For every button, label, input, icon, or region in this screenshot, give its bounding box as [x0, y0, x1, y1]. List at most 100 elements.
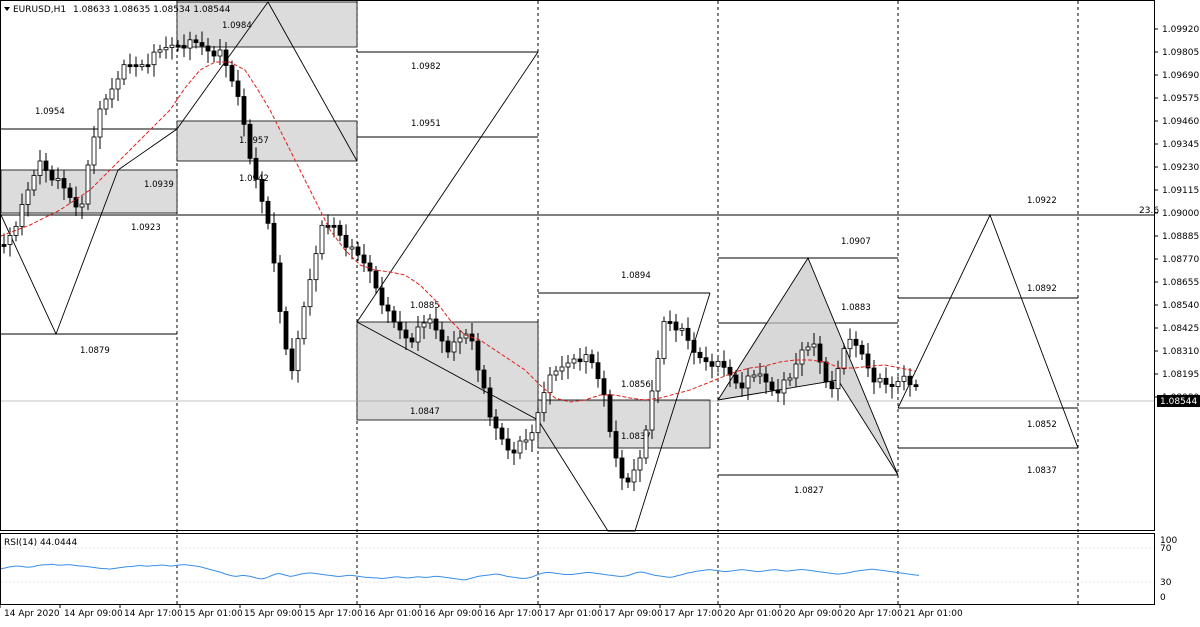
level-label: 1.0856	[621, 380, 651, 390]
chart-header: EURUSD,H1 1.08633 1.08635 1.08534 1.0854…	[4, 5, 231, 15]
level-label: 1.0883	[841, 303, 871, 313]
candle-body	[613, 431, 619, 459]
symbol-timeframe: EURUSD,H1	[13, 5, 66, 15]
level-label: 1.0837	[621, 432, 651, 442]
candle-body	[139, 64, 145, 68]
time-tick-label: 17 Apr 01:00	[544, 609, 603, 619]
candle-body	[115, 78, 121, 90]
level-label: 1.0907	[841, 237, 871, 247]
candle-body	[109, 88, 115, 100]
candle-body	[247, 123, 253, 159]
candle-body	[259, 178, 265, 202]
price-tick-label: 1.08655	[1162, 278, 1199, 288]
candle-body	[457, 337, 463, 343]
candle-body	[67, 187, 73, 198]
time-tick-label: 21 Apr 01:00	[904, 609, 963, 619]
level-label: 1.0837	[1027, 466, 1057, 476]
candle-body	[217, 49, 223, 57]
candle-body	[103, 98, 109, 110]
candle-body	[883, 377, 889, 385]
price-tick-label: 1.08885	[1162, 232, 1199, 242]
price-tick-label: 1.09000	[1162, 209, 1199, 219]
level-label: 1.0939	[144, 180, 174, 190]
candle-body	[517, 440, 523, 454]
candle-body	[145, 64, 151, 68]
level-label: 1.0954	[35, 107, 65, 117]
level-label: 1.0827	[794, 486, 824, 496]
price-tick-label: 1.08425	[1162, 324, 1199, 334]
current-price-tag: 1.08544	[1160, 397, 1197, 407]
candle-body	[865, 353, 871, 369]
candle-body	[79, 203, 85, 208]
rsi-tick-label: 70	[1160, 544, 1172, 554]
zone-1-0957	[176, 120, 358, 162]
price-tick-label: 1.08770	[1162, 255, 1199, 265]
candle-body	[565, 362, 571, 368]
candle-body	[319, 224, 325, 255]
candle-body	[637, 457, 643, 471]
candle-body	[373, 270, 379, 289]
price-tick-label: 1.09920	[1162, 25, 1199, 35]
candle-body	[739, 382, 745, 389]
candle-body	[559, 366, 565, 372]
candle-body	[205, 45, 211, 52]
level-label: 1.0879	[80, 346, 110, 356]
candle-body	[619, 457, 625, 479]
candle-body	[655, 358, 661, 392]
time-tick-label: 17 Apr 17:00	[664, 609, 723, 619]
candle-body	[91, 136, 97, 166]
candle-body	[649, 390, 655, 431]
candle-body	[481, 369, 487, 389]
candle-body	[853, 338, 859, 346]
candle-body	[667, 321, 673, 324]
level-label: 1.0984	[222, 21, 252, 31]
candle-body	[709, 361, 715, 367]
triangle-down-icon[interactable]	[4, 7, 10, 11]
candle-body	[133, 64, 139, 68]
candle-body	[895, 380, 901, 387]
candle-body	[703, 357, 709, 363]
candle-body	[913, 384, 919, 388]
level-label: 1.0852	[1027, 420, 1057, 430]
price-tick-label: 1.09230	[1162, 163, 1199, 173]
candle-body	[535, 412, 541, 434]
candle-body	[403, 329, 409, 339]
candle-body	[553, 370, 559, 376]
candle-body	[691, 339, 697, 353]
candle-body	[787, 377, 793, 381]
candle-body	[277, 262, 283, 312]
candle-body	[505, 438, 511, 451]
candle-body	[589, 354, 595, 364]
candle-body	[253, 157, 259, 180]
level-label: 1.0951	[411, 119, 441, 129]
candle-body	[475, 340, 481, 371]
candle-body	[151, 51, 157, 66]
candle-body	[889, 383, 895, 388]
candle-body	[163, 47, 169, 51]
candle-body	[625, 477, 631, 483]
candle-body	[187, 39, 193, 49]
candle-body	[7, 235, 13, 245]
candle-body	[391, 310, 397, 323]
candle-body	[751, 374, 757, 378]
candle-body	[583, 354, 589, 363]
candle-body	[121, 64, 127, 80]
rsi-tick-label: 100	[1160, 536, 1177, 546]
candle-body	[499, 427, 505, 440]
candle-body	[781, 379, 787, 394]
candle-body	[529, 432, 535, 441]
candle-body	[439, 329, 445, 342]
price-tick-label: 1.09575	[1162, 94, 1199, 104]
price-tick-label: 1.08195	[1162, 370, 1199, 380]
fib-level-tag: 23.6	[1139, 206, 1159, 216]
candle-body	[859, 344, 865, 355]
candle-body	[769, 381, 775, 391]
ohlc-readout: 1.08633 1.08635 1.08534 1.08544	[73, 5, 231, 15]
candle-body	[379, 287, 385, 306]
price-tick-label: 1.09115	[1162, 186, 1199, 196]
candle-body	[19, 204, 25, 227]
price-tick-label: 1.09460	[1162, 117, 1199, 127]
